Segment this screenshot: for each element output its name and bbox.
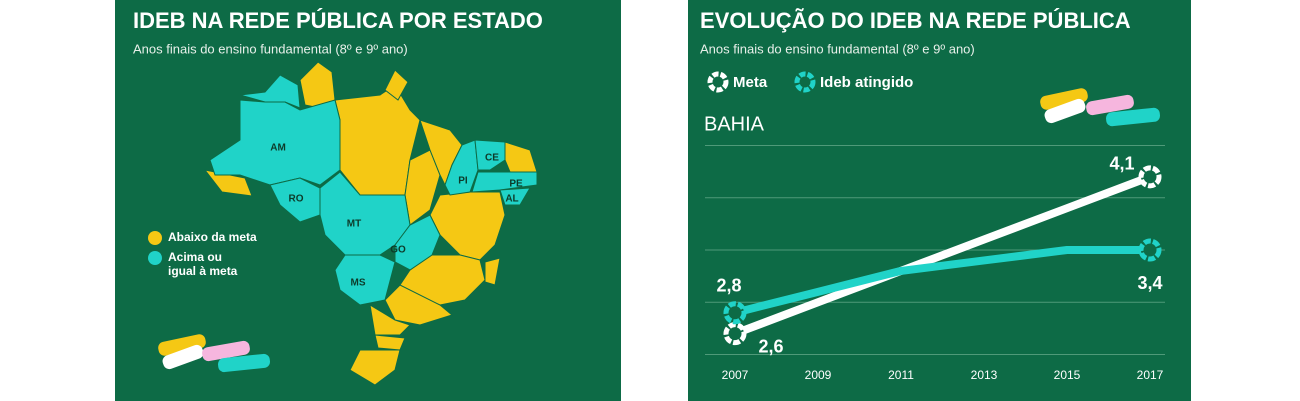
x-tick-label: 2017 <box>1137 368 1164 382</box>
state-label: GO <box>390 245 406 256</box>
x-tick-label: 2009 <box>805 368 832 382</box>
state <box>499 187 531 206</box>
state-label: PE <box>509 179 523 190</box>
value-label: 3,4 <box>1137 273 1162 293</box>
x-tick-label: 2015 <box>1054 368 1081 382</box>
state-label: AL <box>505 194 518 205</box>
legend-swatch <box>148 251 162 265</box>
x-tick-label: 2007 <box>722 368 749 382</box>
value-label: 4,1 <box>1109 154 1134 174</box>
series-line <box>731 246 1154 317</box>
value-label: 2,8 <box>716 275 741 295</box>
end-marker <box>1138 238 1162 262</box>
chart-title: EVOLUÇÃO DO IDEB NA REDE PÚBLICA <box>700 8 1131 33</box>
chalk-decoration <box>158 88 1160 373</box>
series-line <box>731 172 1154 338</box>
map-other-states <box>203 61 538 386</box>
x-tick-label: 2013 <box>971 368 998 382</box>
legend-marker <box>707 71 729 93</box>
state <box>334 254 396 306</box>
legend-label: Abaixo da meta <box>168 230 257 244</box>
state <box>471 171 538 193</box>
map-subtitle: Anos finais do ensino fundamental (8º e … <box>133 41 408 56</box>
legend-label: igual à meta <box>168 264 238 278</box>
state <box>474 139 506 171</box>
legend-swatch <box>148 231 162 245</box>
value-label: 2,6 <box>758 336 783 356</box>
end-marker <box>1138 165 1162 189</box>
state-label: PI <box>458 176 468 187</box>
map-title: IDEB NA REDE PÚBLICA POR ESTADO <box>133 8 543 33</box>
state <box>209 99 341 186</box>
legend-label: Meta <box>733 74 768 91</box>
chart-panel <box>688 0 1191 401</box>
state-label: RO <box>289 194 304 205</box>
state-label: MT <box>347 219 361 230</box>
state-label: MS <box>351 278 366 289</box>
map <box>203 61 538 386</box>
state-label: CE <box>485 153 499 164</box>
x-tick-label: 2011 <box>888 368 914 382</box>
region-label: BAHIA <box>704 113 765 135</box>
state-label: AM <box>270 143 286 154</box>
chart-subtitle: Anos finais do ensino fundamental (8º e … <box>700 41 975 56</box>
end-marker <box>723 322 747 346</box>
state <box>394 214 441 271</box>
legend-label: Acima ou <box>168 250 222 264</box>
end-marker <box>723 301 747 325</box>
legend-marker <box>794 71 816 93</box>
legend-label: Ideb atingido <box>820 74 913 91</box>
